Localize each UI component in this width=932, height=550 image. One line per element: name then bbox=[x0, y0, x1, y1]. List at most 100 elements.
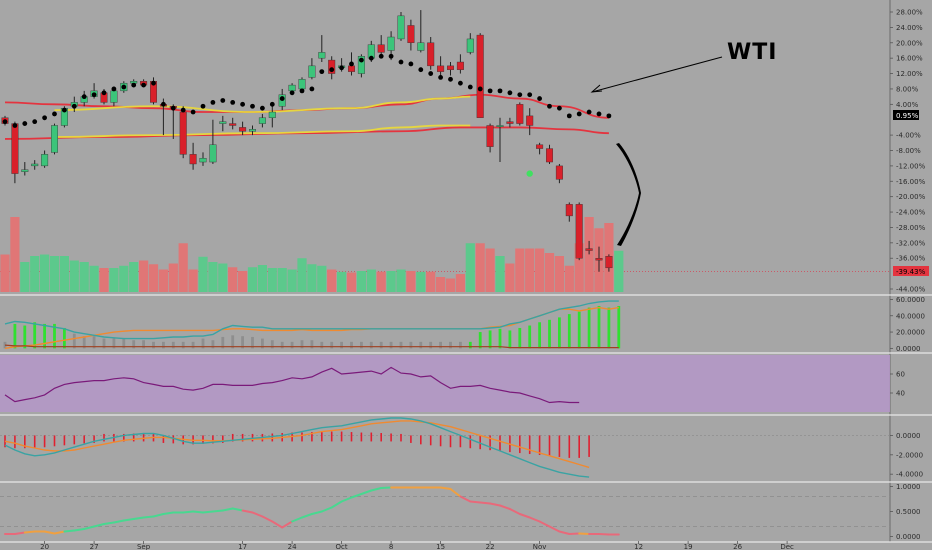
momentum-bar bbox=[33, 322, 37, 349]
momentum-bar bbox=[389, 341, 393, 349]
momentum-bar bbox=[508, 330, 512, 349]
momentum-bar bbox=[221, 336, 225, 349]
stochastic-segment bbox=[281, 520, 294, 529]
psar-dot bbox=[141, 82, 147, 88]
x-tick-label: Nov bbox=[533, 543, 547, 550]
psar-dot bbox=[557, 105, 562, 111]
x-tick-label: Oct bbox=[336, 543, 348, 550]
psar-dot bbox=[180, 107, 186, 113]
volume-bar bbox=[346, 272, 357, 292]
macd-histogram-bar bbox=[519, 435, 521, 454]
momentum-bar bbox=[72, 333, 76, 349]
momentum-bar bbox=[191, 341, 195, 349]
volume-bar bbox=[119, 265, 129, 292]
momentum-bar bbox=[379, 341, 383, 349]
price-tick-label: 12.00% bbox=[896, 70, 923, 78]
momentum-bar bbox=[23, 325, 27, 349]
price-tick-label: -24.00% bbox=[896, 209, 926, 217]
x-tick-label: 20 bbox=[40, 543, 49, 550]
price-tick-label: 28.00% bbox=[896, 9, 923, 17]
stochastic-segment bbox=[103, 521, 115, 525]
current-value-label: 0.95% bbox=[896, 112, 919, 120]
stochastic-segment bbox=[370, 487, 383, 492]
volume-bar bbox=[584, 217, 594, 292]
stochastic-segment bbox=[142, 515, 155, 519]
volume-bar bbox=[337, 271, 347, 292]
stochastic-segment bbox=[518, 513, 531, 519]
momentum-bar bbox=[350, 341, 353, 349]
volume-bar bbox=[356, 271, 366, 292]
macd-histogram-bar bbox=[528, 435, 531, 455]
stochastic-segment bbox=[499, 504, 511, 510]
momentum-brown-line bbox=[4, 344, 619, 349]
momentum-bar bbox=[577, 311, 581, 349]
annotation-arrow-line bbox=[591, 56, 723, 93]
x-axis-ticks: 20 27 Sep 17 24 Oct 8 15 22 Nov 12 19 26 Dec bbox=[40, 541, 794, 550]
candle-body bbox=[31, 163, 39, 167]
stochastic-segment bbox=[479, 501, 492, 505]
stochastic-segment bbox=[578, 532, 591, 535]
macd-histogram-bar bbox=[380, 433, 382, 442]
candle-body bbox=[219, 121, 227, 124]
momentum-bar bbox=[369, 341, 373, 349]
stochastic-segment bbox=[192, 510, 204, 514]
stochastic-segment bbox=[439, 486, 452, 490]
price-tick-label: 20.00% bbox=[896, 39, 923, 47]
momentum-tick-label: 20.0000 bbox=[896, 329, 925, 337]
momentum-bar bbox=[587, 307, 591, 349]
volume-bars bbox=[0, 217, 624, 292]
volume-bar bbox=[257, 265, 267, 292]
momentum-bar bbox=[409, 341, 413, 349]
stochastic-segment bbox=[93, 523, 105, 528]
macd-histogram-bar bbox=[231, 433, 234, 442]
psar-dot bbox=[250, 103, 255, 109]
stochastic-segment bbox=[53, 530, 66, 535]
psar-dot bbox=[497, 88, 503, 94]
price-tick-label: -32.00% bbox=[896, 239, 926, 247]
momentum-bar bbox=[310, 340, 314, 349]
macd-histogram-bar bbox=[321, 432, 323, 442]
volume-bar bbox=[69, 260, 79, 292]
momentum-bar bbox=[63, 327, 66, 349]
parabolic-sar-dots bbox=[2, 53, 612, 177]
momentum-bar bbox=[53, 323, 56, 349]
volume-bar bbox=[505, 263, 515, 292]
macd-histogram-bar bbox=[53, 435, 56, 447]
macd-histogram-bar bbox=[568, 435, 571, 458]
volume-bar bbox=[564, 265, 574, 292]
momentum-bar bbox=[122, 338, 126, 349]
momentum-bar bbox=[102, 338, 106, 349]
momentum-bar bbox=[468, 341, 472, 349]
volume-bar bbox=[247, 267, 258, 292]
macd-histogram-bar bbox=[400, 433, 402, 442]
macd-histogram-bar bbox=[14, 435, 16, 449]
momentum-bar bbox=[162, 341, 165, 349]
stochastic-segment bbox=[221, 507, 234, 512]
psar-dot bbox=[91, 92, 97, 98]
volume-bar bbox=[139, 260, 149, 292]
volume-bar bbox=[178, 243, 188, 292]
wti-annotation: WTI bbox=[727, 40, 777, 65]
momentum-bar bbox=[181, 341, 185, 349]
volume-bar bbox=[168, 263, 178, 292]
macd-histogram-bar bbox=[311, 432, 313, 442]
volume-bar bbox=[0, 254, 10, 292]
stochastic-segment bbox=[271, 520, 284, 529]
candle-body bbox=[239, 127, 247, 132]
macd-histogram-bar bbox=[588, 435, 590, 457]
momentum-bar bbox=[488, 330, 492, 349]
momentum-bar bbox=[399, 341, 403, 349]
macd-histogram-bar bbox=[420, 435, 422, 445]
candle-body bbox=[605, 256, 613, 269]
volume-bar bbox=[188, 269, 198, 292]
momentum-bar bbox=[142, 340, 145, 349]
volume-bar bbox=[267, 268, 277, 292]
psar-dot bbox=[279, 96, 285, 101]
annotation-group: WTI bbox=[590, 40, 777, 246]
stochastic-segment bbox=[73, 528, 86, 532]
psar-dot bbox=[131, 82, 137, 88]
volume-bar bbox=[59, 256, 69, 292]
macd-histogram-bar bbox=[538, 435, 541, 455]
candle-body bbox=[506, 121, 514, 124]
